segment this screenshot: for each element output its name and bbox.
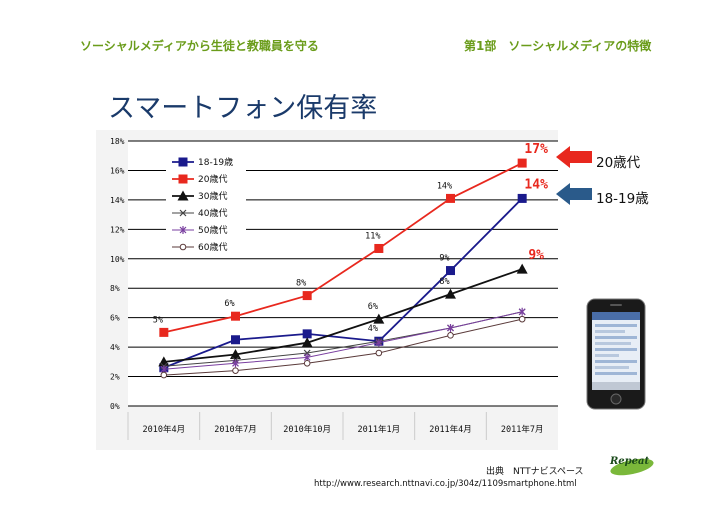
data-label: 8% (439, 277, 449, 287)
x-category-label: 2010年7月 (214, 424, 257, 435)
x-category-label: 2010年4月 (143, 424, 186, 435)
y-tick-label: 8% (110, 284, 120, 293)
legend-label: 40歳代 (198, 207, 227, 219)
legend-label: 30歳代 (198, 190, 227, 202)
data-label: 4% (368, 324, 378, 334)
data-point (447, 323, 454, 332)
source-url[interactable]: http://www.research.nttnavi.co.jp/304z/1… (314, 479, 577, 489)
repeat-logo: Repeat (609, 456, 654, 476)
data-label: 14% (437, 181, 452, 191)
y-tick-label: 12% (110, 225, 125, 234)
y-tick-label: 4% (110, 343, 120, 352)
callout-arrows (556, 146, 592, 205)
data-point (516, 263, 528, 274)
x-category-label: 2011年1月 (358, 424, 401, 435)
y-tick-label: 6% (110, 314, 120, 323)
series-line (163, 162, 523, 334)
data-point (447, 332, 454, 339)
logo-text: Repeat (609, 456, 650, 467)
legend-marker (178, 157, 188, 167)
data-point (302, 329, 312, 339)
header-right-title: 第1部 ソーシャルメディアの特徴 (464, 39, 652, 53)
callout-label-20s: 20歳代 (596, 155, 641, 171)
x-category-label: 2010年10月 (283, 424, 331, 435)
data-point (303, 360, 311, 367)
highlight-label: 9% (528, 248, 544, 263)
data-point (232, 367, 239, 374)
data-point (446, 193, 455, 203)
callout-arrow-18-19 (556, 183, 592, 205)
series-line (163, 311, 523, 370)
highlight-label: 14% (524, 177, 548, 192)
data-point (375, 349, 383, 357)
legend-label: 18-19歳 (198, 156, 233, 168)
x-category-label: 2011年4月 (429, 424, 472, 435)
data-point (301, 337, 313, 348)
legend-label: 50歳代 (198, 224, 227, 236)
y-tick-label: 2% (110, 373, 120, 382)
data-point (231, 335, 240, 345)
data-point (517, 193, 527, 203)
data-point (518, 315, 526, 323)
y-tick-label: 0% (110, 402, 120, 411)
page-title: スマートフォン保有率 (108, 93, 378, 124)
callout-label-18-19: 18-19歳 (596, 191, 649, 207)
data-point (230, 348, 241, 359)
data-point (232, 359, 239, 368)
legend-label: 20歳代 (198, 173, 227, 185)
data-point (373, 313, 385, 324)
header-left-title: ソーシャルメディアから生徒と教職員を守る (80, 39, 319, 53)
legend-label: 60歳代 (198, 241, 227, 253)
data-point (374, 243, 384, 253)
data-label: 5% (153, 315, 163, 325)
x-category-label: 2011年7月 (501, 424, 544, 435)
legend-marker (179, 209, 187, 217)
y-tick-label: 10% (110, 255, 125, 264)
data-point (446, 266, 455, 276)
data-label: 11% (365, 231, 380, 241)
y-tick-label: 16% (110, 166, 125, 175)
data-point (231, 311, 240, 321)
data-point (517, 158, 527, 168)
data-point (518, 307, 526, 316)
series-line (163, 318, 523, 376)
y-tick-label: 18% (110, 137, 125, 146)
highlight-label: 17% (524, 142, 548, 157)
data-label: 6% (368, 302, 378, 312)
series-line (163, 268, 523, 363)
legend-marker (177, 190, 189, 201)
data-label: 8% (296, 279, 306, 289)
data-point (375, 338, 383, 347)
data-point (302, 291, 312, 301)
data-point (160, 371, 168, 379)
legend-marker (178, 174, 188, 184)
source-credit: 出典 NTTナビスペース (486, 467, 584, 477)
y-tick-label: 14% (110, 196, 125, 205)
data-point (159, 327, 169, 337)
smartphone-image (586, 298, 646, 410)
data-label: 9% (439, 254, 449, 264)
data-point (445, 288, 456, 299)
series-line (163, 197, 523, 369)
data-label: 6% (224, 299, 234, 309)
callout-arrow-20s (556, 146, 592, 168)
legend-marker (179, 226, 187, 234)
legend-box (166, 154, 246, 254)
legend-marker (179, 243, 187, 251)
